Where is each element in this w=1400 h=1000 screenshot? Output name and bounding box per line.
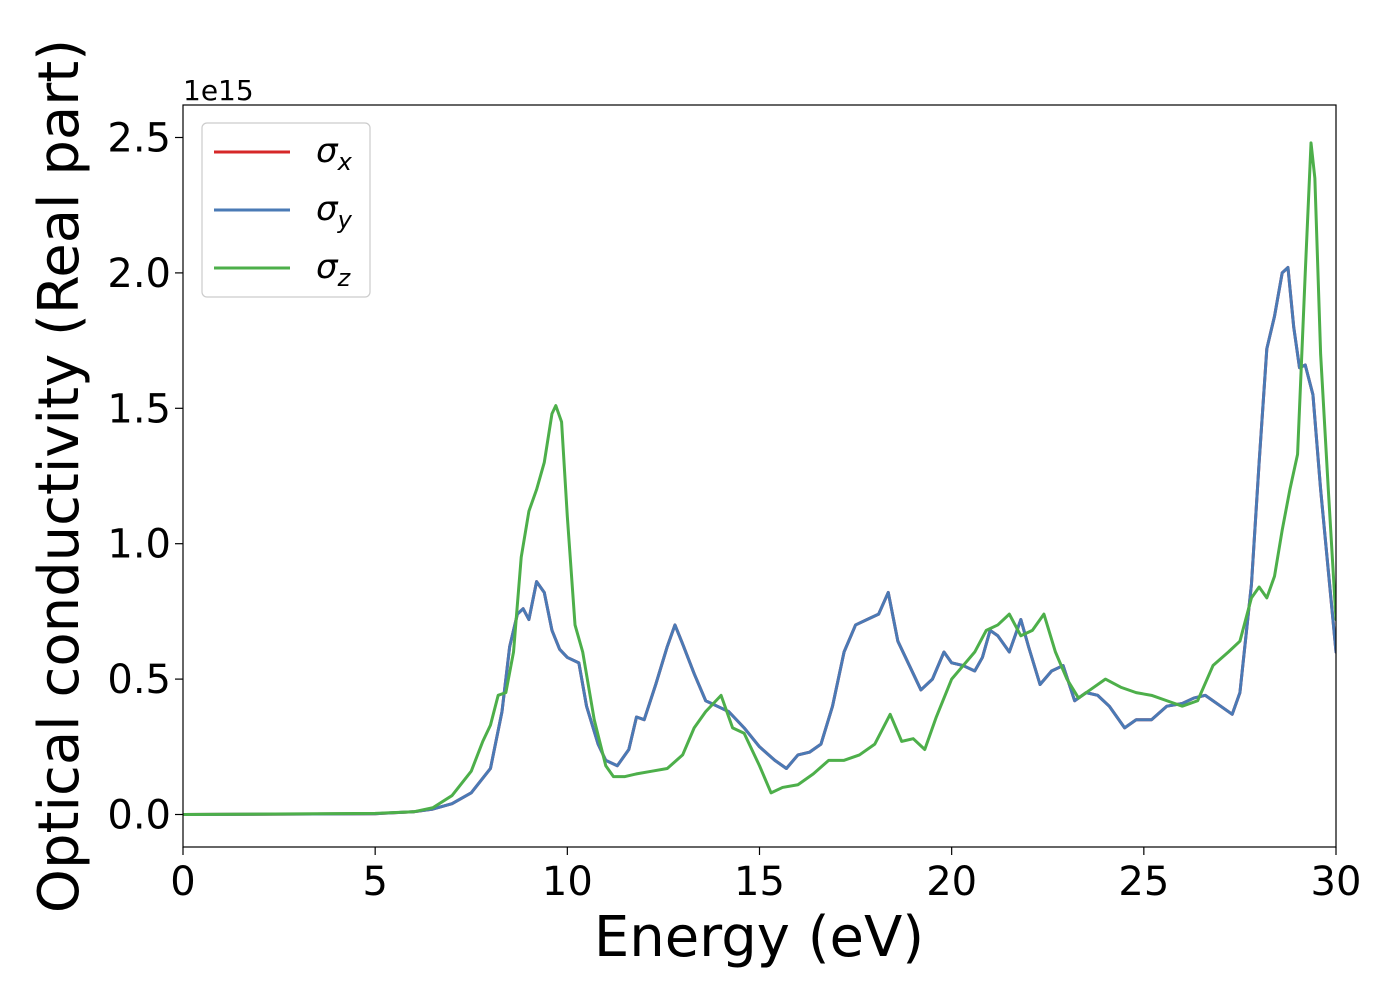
x-tick-label: 15 [734, 859, 785, 905]
y-tick-label: 1.5 [107, 386, 171, 432]
x-axis: 0 5 10 15 20 25 30 [170, 847, 1361, 905]
x-tick-label: 10 [542, 859, 593, 905]
y-tick-label: 1.0 [107, 522, 171, 568]
x-tick-label: 5 [362, 859, 387, 905]
y-tick-label: 0.5 [107, 657, 171, 703]
y-tick-label: 2.0 [107, 251, 171, 297]
x-tick-label: 30 [1311, 859, 1362, 905]
y-tick-label: 0.0 [107, 793, 171, 839]
y-offset-label: 1e15 [183, 74, 254, 107]
y-tick-label: 2.5 [107, 115, 171, 161]
series-line-z [183, 141, 1336, 816]
x-tick-label: 20 [926, 859, 977, 905]
plot-area [183, 105, 1336, 847]
series-line-y [183, 265, 1336, 816]
x-tick-label: 0 [170, 859, 195, 905]
x-axis-title: Energy (eV) [594, 905, 924, 970]
x-tick-label: 25 [1118, 859, 1169, 905]
series-layer [183, 141, 1336, 816]
y-axis: 0.0 0.5 1.0 1.5 2.0 2.5 [107, 115, 183, 839]
y-axis-title: Optical conductivity (Real part) [27, 39, 92, 913]
